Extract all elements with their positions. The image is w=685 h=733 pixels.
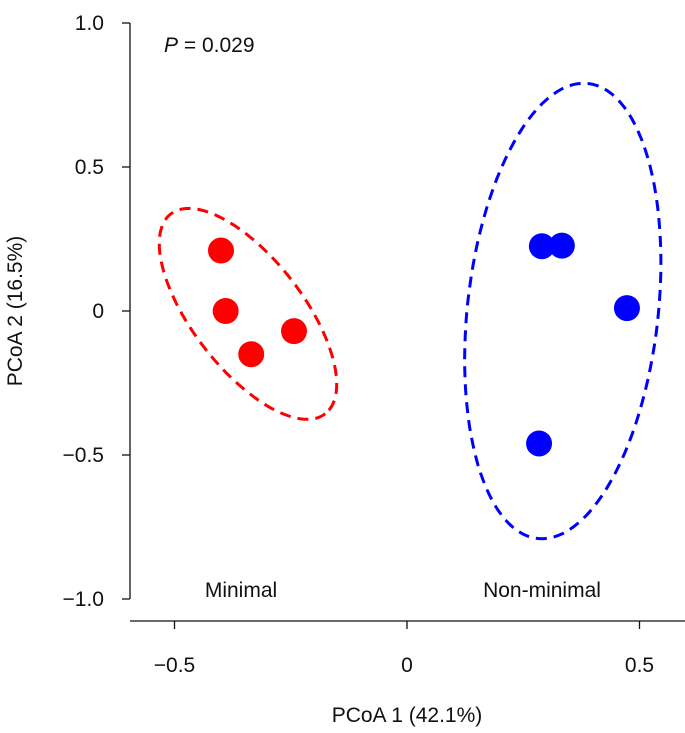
data-point (281, 318, 308, 345)
p-value-annotation: P = 0.029 (164, 34, 255, 57)
x-axis-label: PCoA 1 (42.1%) (332, 704, 483, 727)
y-tick-label: 0 (92, 300, 104, 323)
group-label-minimal: Minimal (205, 579, 277, 602)
data-point (212, 298, 239, 324)
x-tick-label: −0.5 (154, 654, 195, 677)
data-point (548, 232, 575, 259)
confidence-ellipse-1 (463, 81, 663, 541)
data-point (526, 430, 553, 457)
y-axis-label: PCoA 2 (16.5%) (4, 236, 27, 387)
y-tick-label: −0.5 (63, 444, 104, 467)
x-tick-label: 0 (401, 654, 413, 677)
y-tick-label: −1.0 (63, 588, 104, 611)
data-point (613, 295, 640, 322)
confidence-ellipse-0 (157, 206, 339, 421)
group-label-non-minimal: Non-minimal (483, 579, 601, 602)
y-tick-label: 1.0 (75, 12, 104, 35)
y-tick-label: 0.5 (75, 156, 104, 179)
data-point (238, 341, 265, 368)
x-tick-label: 0.5 (625, 654, 654, 677)
data-point (528, 233, 555, 260)
data-point (208, 237, 234, 264)
